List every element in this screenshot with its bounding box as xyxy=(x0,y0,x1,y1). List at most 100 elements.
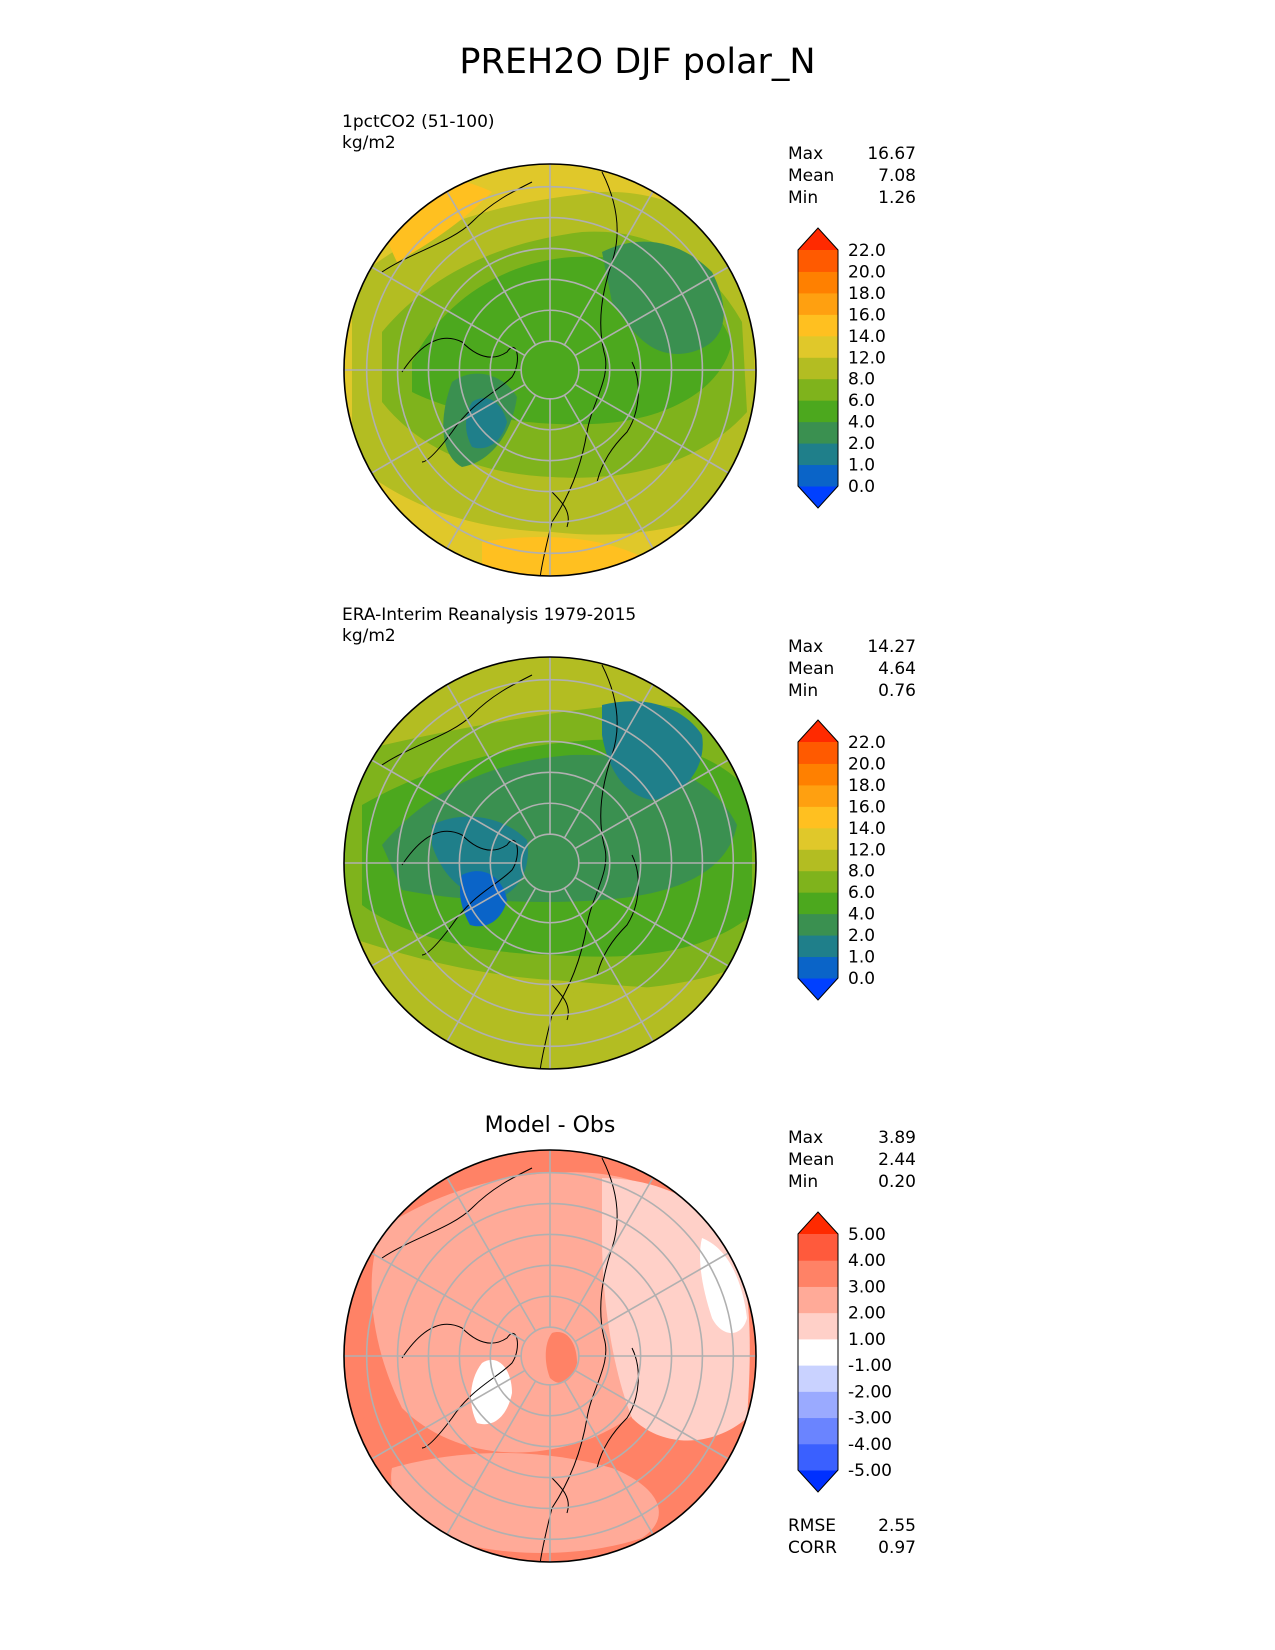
field-layer xyxy=(344,657,756,1069)
contour-region xyxy=(482,537,642,576)
map-boundary xyxy=(343,163,757,577)
meridian-line xyxy=(574,876,729,967)
meridian-line xyxy=(563,191,654,346)
stat-value: 0.20 xyxy=(878,1172,916,1192)
panel1-title: 1pctCO2 (51-100) kg/m2 xyxy=(342,112,495,154)
colorbar-extend-max xyxy=(798,228,838,250)
stat-value: 4.64 xyxy=(878,659,916,679)
map-boundary xyxy=(343,1149,757,1563)
contour-region xyxy=(344,1344,382,1428)
coastline-path xyxy=(381,674,533,956)
colorbar-tick-label: 2.0 xyxy=(848,926,875,946)
colorbar-tick-label: -5.00 xyxy=(848,1461,892,1481)
stat-label: Max xyxy=(788,637,824,657)
stat-value: 3.89 xyxy=(878,1128,916,1148)
colorbar-extend-min xyxy=(798,1470,838,1492)
stat-label: Max xyxy=(788,144,824,164)
colorbar-swatch xyxy=(798,1443,838,1471)
meridian-line xyxy=(446,1177,537,1332)
panel2-title-line1: ERA-Interim Reanalysis 1979-2015 xyxy=(342,605,637,625)
colorbar-swatch xyxy=(798,1234,838,1261)
stat-value: 16.67 xyxy=(867,144,916,164)
colorbar-swatch xyxy=(798,849,838,872)
colorbar-swatch xyxy=(798,763,838,786)
meridian-line xyxy=(574,759,729,850)
meridian-line xyxy=(563,394,654,549)
meridian-line xyxy=(574,383,729,474)
colorbar-tick-label: 2.0 xyxy=(848,434,875,454)
field-layer xyxy=(344,1150,756,1562)
colorbar-swatch xyxy=(798,314,838,337)
meridian-line xyxy=(563,684,654,839)
colorbar-tick-label: 6.0 xyxy=(848,391,875,411)
contour-region xyxy=(459,871,507,927)
meridian-line xyxy=(371,876,526,967)
meridian-line xyxy=(574,266,729,357)
colorbar-swatch xyxy=(798,335,838,358)
stat-label: Mean xyxy=(788,1150,835,1170)
colorbar-swatch xyxy=(798,1365,838,1392)
meridian-line xyxy=(371,1369,526,1460)
colorbar-swatch xyxy=(798,1391,838,1419)
graticule xyxy=(344,1150,756,1562)
colorbar-swatch xyxy=(798,250,838,272)
panel3-polar-map xyxy=(343,1149,757,1563)
coastline-path xyxy=(551,361,639,528)
colorbar-swatch xyxy=(798,271,838,294)
contour-region xyxy=(466,398,507,449)
coastline-path xyxy=(551,1347,639,1514)
meridian-line xyxy=(446,1380,537,1535)
colorbar-tick-label: 22.0 xyxy=(848,241,886,261)
colorbar-tick-label: 1.0 xyxy=(848,948,875,968)
stat-label: Max xyxy=(788,1128,824,1148)
panel1-title-line1: 1pctCO2 (51-100) xyxy=(342,112,495,132)
colorbar-tick-label: 20.0 xyxy=(848,754,886,774)
panel1-units: kg/m2 xyxy=(342,133,396,153)
stat-label: Mean xyxy=(788,166,835,186)
contour-region xyxy=(470,1359,512,1425)
colorbar-tick-label: 14.0 xyxy=(848,327,886,347)
colorbar-tick-label: 12.0 xyxy=(848,840,886,860)
stat-value: 2.44 xyxy=(878,1150,916,1170)
panel2-title: ERA-Interim Reanalysis 1979-2015 kg/m2 xyxy=(342,605,636,647)
colorbar-tick-label: 6.0 xyxy=(848,883,875,903)
stat-value: 14.27 xyxy=(867,637,916,657)
stat-label: Mean xyxy=(788,659,835,679)
meridian-line xyxy=(446,191,537,346)
stat-label: Min xyxy=(788,681,819,701)
colorbar-tick-label: 3.00 xyxy=(848,1277,886,1297)
colorbar-tick-label: -2.00 xyxy=(848,1382,892,1402)
panel2-polar-map xyxy=(343,656,757,1070)
colorbar-swatch xyxy=(798,827,838,850)
stat-value: 0.76 xyxy=(878,681,916,701)
colorbar-tick-label: 4.0 xyxy=(848,413,875,433)
colorbar-outline xyxy=(797,1211,839,1493)
meridian-line xyxy=(563,1177,654,1332)
colorbar-tick-label: 0.0 xyxy=(848,477,875,497)
stat-value: 0.97 xyxy=(878,1538,916,1558)
panel2-units: kg/m2 xyxy=(342,626,396,646)
graticule xyxy=(344,657,756,1069)
colorbar-swatch xyxy=(798,1286,838,1314)
colorbar-swatch xyxy=(798,956,838,979)
panel3-title: Model - Obs xyxy=(484,1113,616,1138)
contour-region xyxy=(545,1332,577,1383)
coastline-path xyxy=(551,854,639,1021)
panel1-stats: Max 16.67 Mean 7.08 Min 1.26 xyxy=(788,143,916,209)
panel1-polar-map xyxy=(343,163,757,577)
panel3-stats: Max 3.89 Mean 2.44 Min 0.20 xyxy=(788,1127,916,1193)
meridian-line xyxy=(446,684,537,839)
meridian-line xyxy=(371,266,526,357)
panel1-colorbar: 22.020.018.016.014.012.08.06.04.02.01.00… xyxy=(797,227,886,509)
colorbar-swatch xyxy=(798,464,838,487)
colorbar-swatch xyxy=(798,357,838,380)
colorbar-tick-label: 4.0 xyxy=(848,905,875,925)
colorbar-extend-max xyxy=(798,1212,838,1234)
colorbar-tick-label: 16.0 xyxy=(848,797,886,817)
stat-value: 1.26 xyxy=(878,188,916,208)
panel3-extra-stats: RMSE 2.55 CORR 0.97 xyxy=(788,1515,916,1559)
stat-label: Min xyxy=(788,1172,819,1192)
graticule xyxy=(344,164,756,576)
colorbar-swatch xyxy=(798,806,838,829)
colorbar-swatch xyxy=(798,913,838,936)
